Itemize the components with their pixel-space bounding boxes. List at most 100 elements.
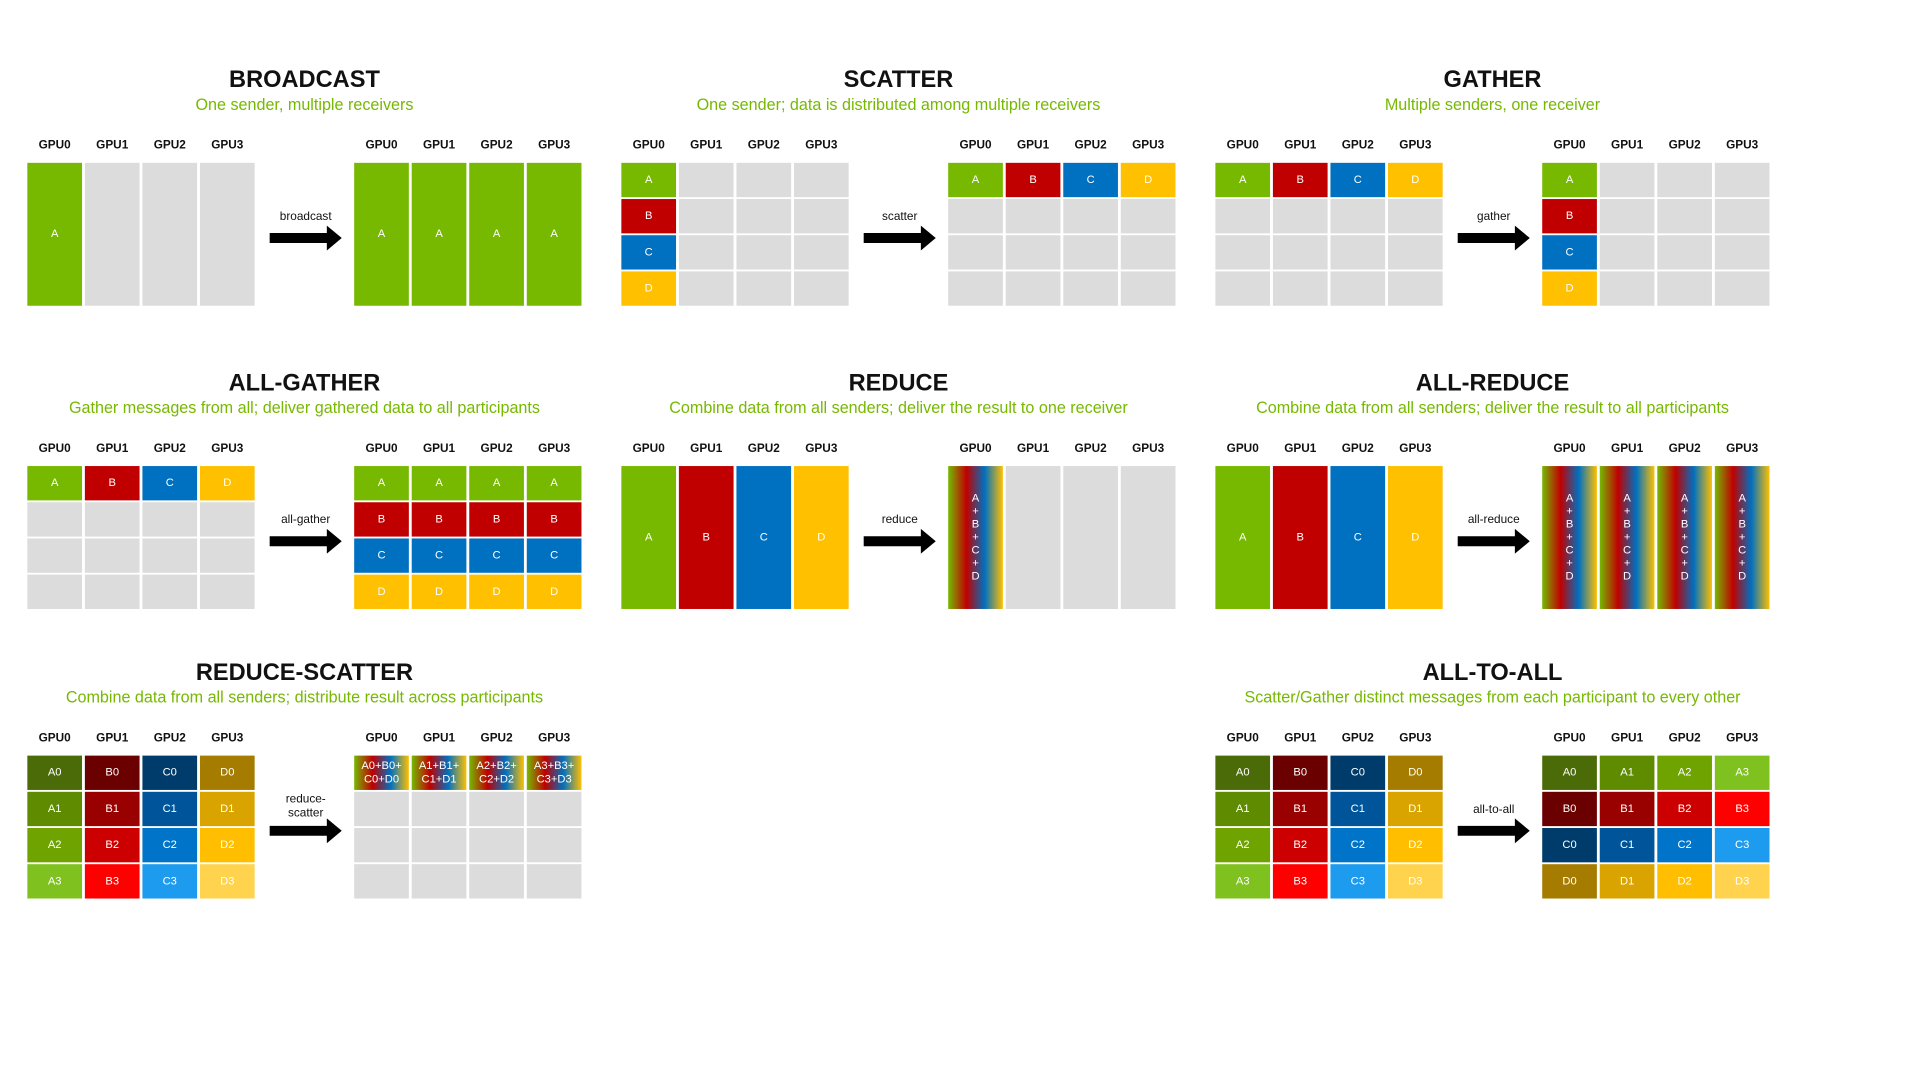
cell xyxy=(354,538,409,573)
gpu-label: GPU1 xyxy=(1611,138,1644,152)
cell xyxy=(948,271,1003,306)
gpu-label: GPU3 xyxy=(211,730,244,744)
cell xyxy=(469,162,524,306)
cell xyxy=(1599,791,1655,827)
cell-label: B0 xyxy=(1563,803,1577,815)
cell-label: C1 xyxy=(1620,839,1634,851)
cell-label: C2 xyxy=(163,839,177,851)
cell-label: C xyxy=(166,477,174,489)
cell-label: D xyxy=(493,586,501,598)
cell xyxy=(1657,466,1712,609)
cell xyxy=(948,162,1003,198)
panel-subtitle: One sender; data is distributed among mu… xyxy=(697,96,1101,114)
arrow-label: all-reduce xyxy=(1468,512,1520,526)
cell xyxy=(142,864,198,899)
cell xyxy=(84,466,140,501)
cell-label: B xyxy=(435,513,442,525)
cell xyxy=(1599,199,1655,234)
arrow xyxy=(863,225,936,251)
cell-label: A xyxy=(378,228,386,240)
cell xyxy=(1599,271,1655,306)
cell xyxy=(678,162,734,198)
panel-subtitle: Multiple senders, one receiver xyxy=(1385,96,1601,114)
cell-label: C3 xyxy=(1735,839,1749,851)
cell-label: A + B + C + D xyxy=(1738,492,1746,582)
cell-label: C0 xyxy=(1351,767,1365,779)
gpu-label: GPU0 xyxy=(1553,441,1586,455)
cell xyxy=(354,864,409,899)
cell xyxy=(411,574,467,609)
cell xyxy=(1120,162,1176,198)
cell xyxy=(948,199,1003,234)
gpu-label: GPU0 xyxy=(633,441,666,455)
gpu-label: GPU3 xyxy=(1726,441,1759,455)
cell xyxy=(199,574,255,609)
cell xyxy=(526,162,582,306)
cell xyxy=(526,828,582,863)
cell xyxy=(1215,466,1271,609)
cell xyxy=(1387,235,1443,270)
cell-label: A xyxy=(1239,174,1247,186)
cell xyxy=(948,466,1003,609)
cell xyxy=(1387,791,1443,827)
cell-label: D0 xyxy=(220,767,234,779)
cell xyxy=(411,791,467,827)
gpu-label: GPU2 xyxy=(154,441,187,455)
arrow xyxy=(863,528,936,554)
cell xyxy=(678,466,734,609)
cell-label: C xyxy=(435,550,443,562)
cell xyxy=(1387,755,1443,790)
cell xyxy=(199,864,255,899)
cell xyxy=(793,162,849,198)
cell-label: B1 xyxy=(1620,803,1634,815)
cell xyxy=(84,791,140,827)
gpu-label: GPU1 xyxy=(690,138,723,152)
arrow xyxy=(1457,818,1530,844)
panel-title: BROADCAST xyxy=(229,67,380,93)
cell xyxy=(84,828,140,863)
gpu-label: GPU3 xyxy=(805,441,838,455)
arrow xyxy=(269,818,342,844)
cell xyxy=(736,235,792,270)
cell xyxy=(621,271,677,306)
gpu-label: GPU3 xyxy=(1726,138,1759,152)
panel-subtitle: Scatter/Gather distinct messages from ea… xyxy=(1244,689,1741,707)
cell xyxy=(469,864,524,899)
cell xyxy=(199,466,255,501)
cell-label: A + B + C + D xyxy=(1623,492,1631,582)
gpu-label: GPU3 xyxy=(211,441,244,455)
cell-label: C xyxy=(493,550,501,562)
cell xyxy=(1330,755,1386,790)
cell xyxy=(84,574,140,609)
cell-label: A xyxy=(51,228,59,240)
cell xyxy=(1542,791,1597,827)
cell xyxy=(1387,271,1443,306)
cell-label: A + B + C + D xyxy=(971,492,979,582)
gpu-label: GPU3 xyxy=(211,138,244,152)
cell xyxy=(526,538,582,573)
cell-label: A3 xyxy=(1735,767,1749,779)
arrow xyxy=(1457,225,1530,251)
cell xyxy=(411,538,467,573)
cell xyxy=(1657,791,1712,827)
cell xyxy=(84,538,140,573)
cell-label: C xyxy=(1087,174,1095,186)
cell-label: B xyxy=(645,210,652,222)
cell-label: B xyxy=(1029,174,1036,186)
cell xyxy=(736,162,792,198)
cell xyxy=(1330,162,1386,198)
arrow-label: broadcast xyxy=(280,209,333,223)
gpu-label: GPU1 xyxy=(1284,138,1317,152)
cell-label: D xyxy=(223,477,231,489)
cell-label: C xyxy=(377,550,385,562)
arrow-label: scatter xyxy=(882,209,917,223)
gpu-label: GPU2 xyxy=(154,730,187,744)
arrow-label: gather xyxy=(1477,209,1511,223)
cell xyxy=(1330,199,1386,234)
cell xyxy=(1387,199,1443,234)
cell xyxy=(142,755,198,790)
cell-label: D1 xyxy=(220,803,234,815)
cell xyxy=(142,828,198,863)
cell-label: D2 xyxy=(1408,839,1422,851)
cell xyxy=(1542,162,1597,198)
